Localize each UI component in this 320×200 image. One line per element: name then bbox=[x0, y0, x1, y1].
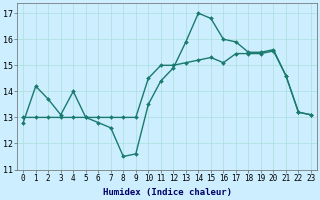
X-axis label: Humidex (Indice chaleur): Humidex (Indice chaleur) bbox=[103, 188, 232, 197]
